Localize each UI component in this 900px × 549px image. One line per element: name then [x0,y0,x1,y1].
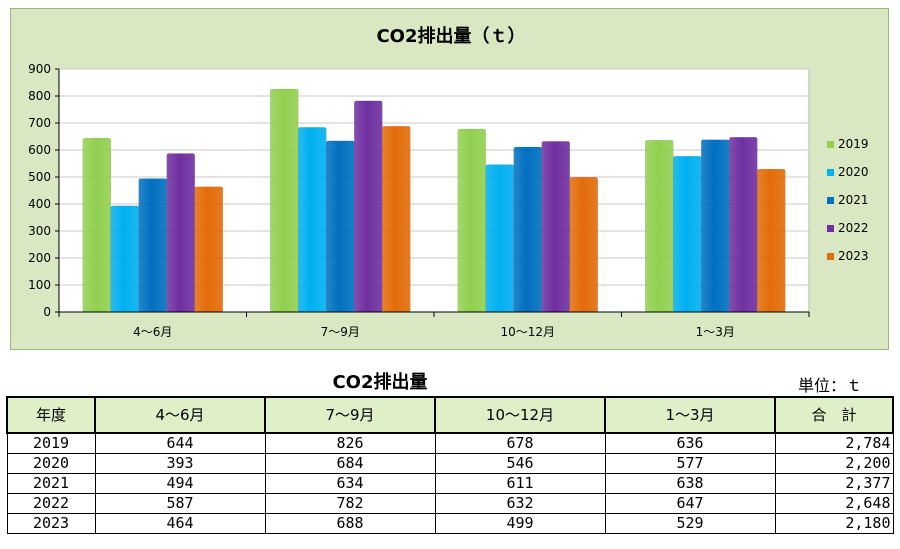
chart-title: CO2排出量（ｔ） [376,25,525,47]
legend-label: 2022 [838,221,869,235]
bar-2022-3 [729,137,758,313]
y-tick-label: 400 [28,197,51,211]
header-q4: 1～3月 [604,396,776,434]
y-tick-label: 900 [28,62,51,76]
bar-2022-2 [541,141,570,313]
year-cell: 2022 [6,493,96,514]
x-tick-label: 10～12月 [500,325,555,339]
bar-2023-0 [194,186,223,313]
year-cell: 2019 [6,432,96,454]
year-cell: 2023 [6,513,96,534]
value-cell: 644 [94,432,266,454]
legend-swatch [827,197,834,204]
bar-2023-3 [757,168,786,313]
value-cell: 587 [94,493,266,514]
legend-swatch [827,225,834,232]
legend-swatch [827,253,834,260]
value-cell: 782 [264,493,436,514]
y-tick-label: 800 [28,89,51,103]
table-title: CO2排出量 [332,372,428,393]
value-cell: 678 [434,432,606,454]
bar-2020-1 [298,127,327,313]
header-q3: 10～12月 [434,396,606,434]
bars [82,88,786,313]
x-tick-label: 4～6月 [133,325,172,339]
table-row: 2020 393 684 546 577 2,200 [6,453,894,474]
legend: 2019 2020 2021 2022 2023 [827,137,869,263]
table-row: 2021 494 634 611 638 2,377 [6,473,894,494]
table-row: 2019 644 826 678 636 2,784 [6,432,894,454]
legend-label: 2019 [838,137,869,151]
y-tick-label: 200 [28,251,51,265]
legend-label: 2023 [838,249,869,263]
value-cell: 529 [604,513,776,534]
y-tick-label: 0 [43,305,51,319]
value-cell: 499 [434,513,606,534]
bar-2019-1 [270,88,299,313]
total-cell: 2,180 [774,513,894,534]
value-cell: 464 [94,513,266,534]
bar-2019-3 [645,140,674,313]
value-cell: 577 [604,453,776,474]
bar-2020-2 [485,164,514,313]
value-cell: 638 [604,473,776,494]
value-cell: 546 [434,453,606,474]
y-tick-label: 700 [28,116,51,130]
legend-label: 2021 [838,193,869,207]
y-tick-label: 600 [28,143,51,157]
header-q1: 4～6月 [94,396,266,434]
legend-swatch [827,141,834,148]
bar-2021-1 [326,140,355,313]
total-cell: 2,648 [774,493,894,514]
total-cell: 2,200 [774,453,894,474]
table-unit: 単位：ｔ [797,376,862,395]
y-tick-label: 100 [28,278,51,292]
table-body: 2019 644 826 678 636 2,784 2020 393 684 546 577 2,2… [6,432,894,534]
value-cell: 393 [94,453,266,474]
x-tick-label: 1～3月 [696,325,735,339]
legend-label: 2020 [838,165,869,179]
legend-swatch [827,169,834,176]
value-cell: 684 [264,453,436,474]
total-cell: 2,784 [774,432,894,454]
header-q2: 7～9月 [264,396,436,434]
bar-2019-0 [82,137,111,313]
axes: 0 100 200 300 400 500 600 700 800 900 4～6月 7～9月 10～1… [28,62,810,339]
value-cell: 688 [264,513,436,534]
y-tick-label: 500 [28,170,51,184]
table-row: 2023 464 688 499 529 2,180 [6,513,894,534]
total-cell: 2,377 [774,473,894,494]
table-row: 2022 587 782 632 647 2,648 [6,493,894,514]
bar-2020-3 [673,155,702,313]
bar-chart: CO2排出量（ｔ） 0 100 200 300 400 500 600 700 800 900 4～… [28,25,869,339]
bar-2022-1 [354,100,383,313]
table-header-row: 年度 4～6月 7～9月 10～12月 1～3月 合 計 [6,396,894,434]
bar-2019-2 [457,128,486,313]
bar-2022-0 [166,153,195,313]
value-cell: 632 [434,493,606,514]
chart-panel: CO2排出量（ｔ） 0 100 200 300 400 500 600 700 800 900 4～… [10,8,889,350]
value-cell: 636 [604,432,776,454]
value-cell: 634 [264,473,436,494]
header-total: 合 計 [774,396,894,434]
bar-2021-2 [513,146,542,313]
header-year: 年度 [6,396,96,434]
year-cell: 2020 [6,453,96,474]
bar-2021-0 [138,178,167,313]
year-cell: 2021 [6,473,96,494]
value-cell: 494 [94,473,266,494]
bar-2021-3 [701,139,730,313]
x-tick-label: 7～9月 [321,325,360,339]
bar-2023-2 [569,177,598,313]
value-cell: 611 [434,473,606,494]
value-cell: 647 [604,493,776,514]
value-cell: 826 [264,432,436,454]
bar-2020-0 [110,205,139,313]
data-table: 年度 4～6月 7～9月 10～12月 1～3月 合 計 2019 644 826 6… [6,396,894,534]
bar-2023-1 [382,125,411,313]
y-tick-label: 300 [28,224,51,238]
